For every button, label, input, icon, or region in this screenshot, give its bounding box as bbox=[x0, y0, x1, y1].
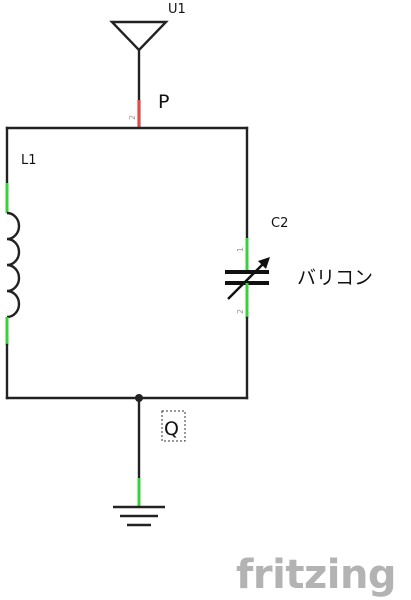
inductor-coil bbox=[6, 211, 21, 319]
capacitor-pin-top-number: 1 bbox=[236, 247, 245, 252]
antenna-net-label: P bbox=[158, 91, 169, 113]
capacitor-note: バリコン bbox=[297, 267, 373, 289]
antenna-pin-number: 2 bbox=[128, 115, 137, 120]
capacitor-label: C2 bbox=[271, 216, 288, 231]
inductor-l1[interactable] bbox=[5, 183, 21, 345]
capacitor-adjust-arrow bbox=[227, 260, 267, 300]
antenna-u1[interactable] bbox=[109, 20, 169, 128]
antenna-label: U1 bbox=[168, 2, 186, 17]
capacitor-pin-bottom-number: 2 bbox=[236, 309, 245, 314]
capacitor-arrow-head bbox=[258, 257, 270, 269]
ground-net-label: Q bbox=[164, 418, 179, 440]
variable-capacitor-c2[interactable] bbox=[225, 238, 270, 318]
ground-symbol[interactable] bbox=[113, 478, 165, 527]
fritzing-logo: fritzing bbox=[236, 552, 396, 598]
antenna-symbol bbox=[109, 20, 169, 52]
inductor-label: L1 bbox=[21, 153, 37, 168]
net-label-selection-box[interactable] bbox=[161, 410, 186, 442]
